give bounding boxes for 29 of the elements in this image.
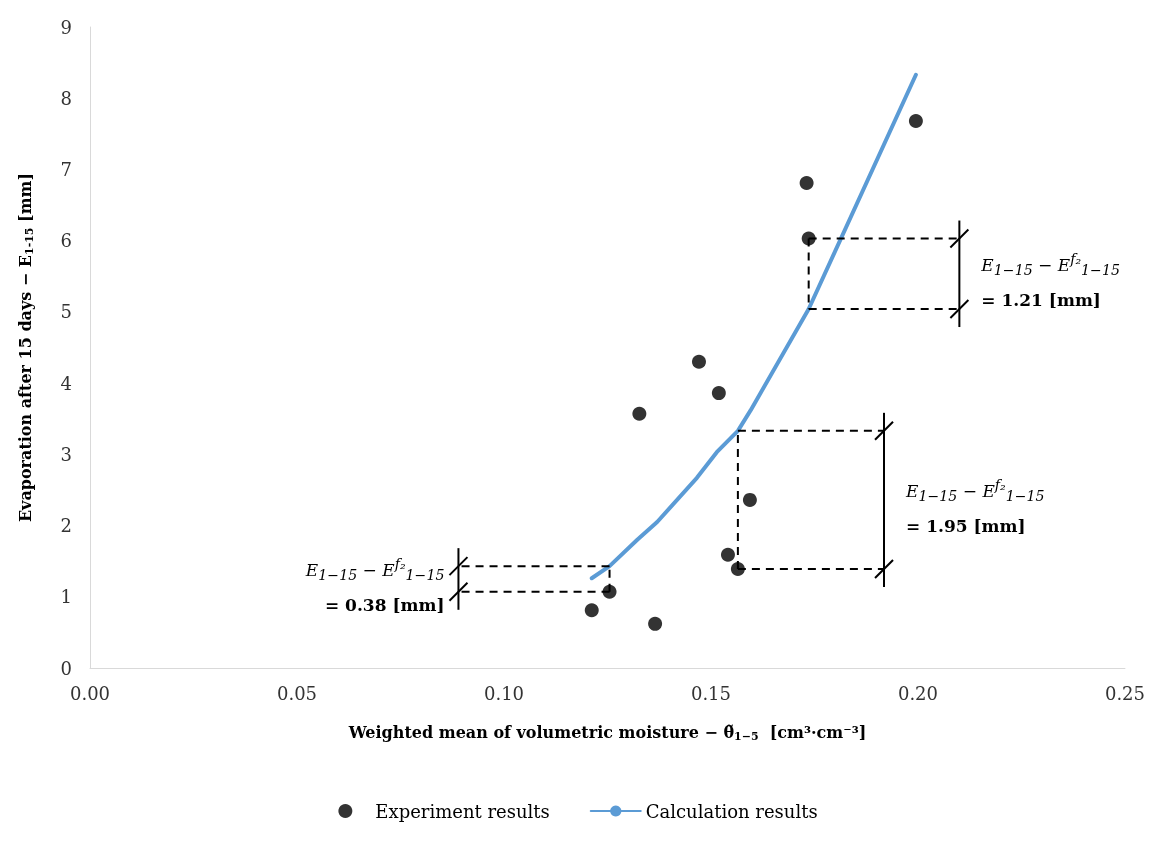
y-tick-label: 9 [60, 16, 72, 38]
x-tick-label: 0.25 [1104, 682, 1145, 704]
y-tick-label: 7 [60, 158, 72, 180]
x-tick-label: 0.10 [483, 682, 525, 704]
point [742, 492, 757, 507]
point [648, 616, 663, 631]
x-tick-label: 0.00 [69, 682, 111, 704]
y-tick-label: 4 [60, 372, 72, 394]
y-tick-label: 8 [60, 87, 72, 109]
y-tick-label: 5 [60, 301, 72, 323]
x-tick-label: 0.15 [690, 682, 732, 704]
x-tick-label: 0.20 [897, 682, 939, 704]
point [711, 386, 726, 401]
point [799, 175, 814, 190]
y-tick-label: 1 [60, 586, 72, 608]
y-tick-label: 6 [60, 230, 72, 252]
point [632, 406, 647, 421]
y-axis-title: Evaporation after 15 days − E1-15 [mm] [16, 172, 36, 523]
point [691, 354, 706, 369]
line-series [589, 72, 918, 581]
x-tick-label: 0.05 [276, 682, 318, 704]
y-tick-label: 2 [60, 515, 72, 537]
point [908, 114, 923, 129]
y-tick-label: 0 [60, 657, 72, 679]
legend-label: Experiment results [375, 800, 550, 822]
y-tick-label: 3 [60, 443, 72, 465]
point [720, 547, 735, 562]
point [584, 603, 599, 618]
legend-label: Calculation results [645, 800, 818, 822]
